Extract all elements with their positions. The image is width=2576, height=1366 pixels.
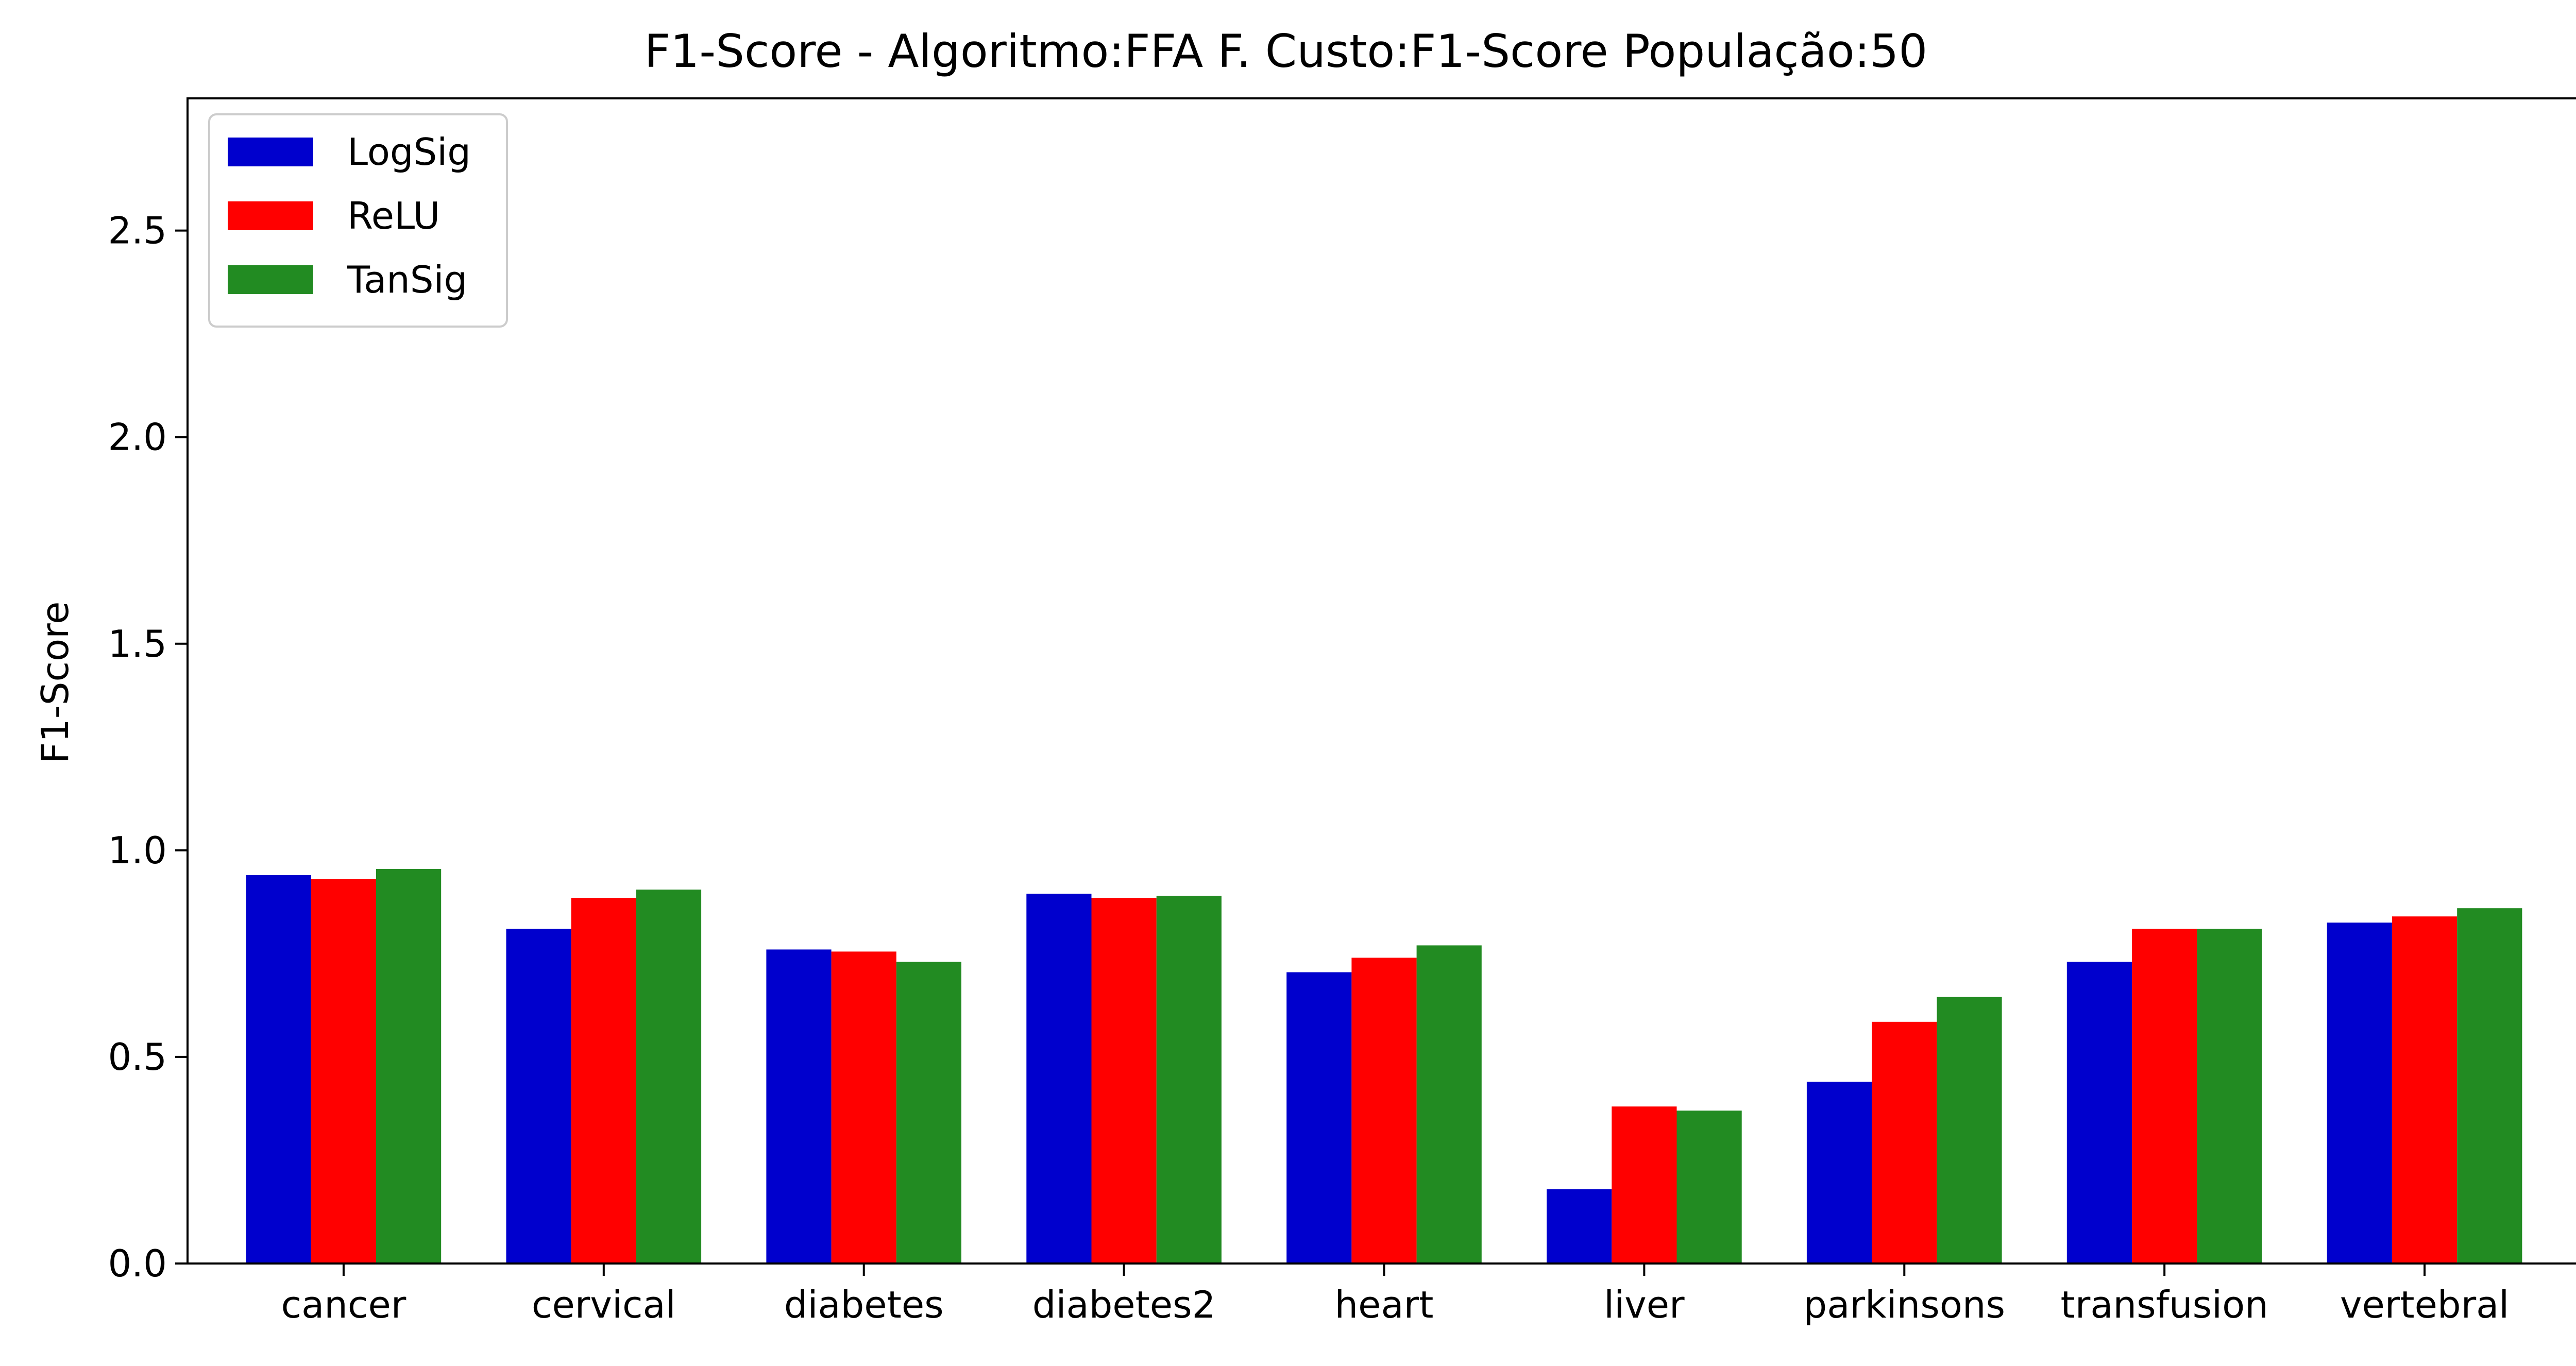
y-axis-ticks: 0.0 0.5 1.0 1.5 2.0 2.5 (108, 209, 188, 1285)
x-tick-label-vertebral: vertebral (2340, 1283, 2509, 1326)
bar-tansig-vertebral (2457, 908, 2522, 1263)
bar-logsig-heart (1286, 972, 1352, 1263)
bar-tansig-diabetes2 (1156, 896, 1222, 1263)
y-tick-label: 1.5 (108, 622, 167, 665)
legend-swatch-logsig (228, 138, 313, 166)
y-tick-label: 2.0 (108, 416, 167, 459)
bar-tansig-transfusion (2197, 929, 2262, 1263)
legend-swatch-relu (228, 201, 313, 230)
y-tick-label: 2.5 (108, 209, 167, 252)
bar-logsig-cervical (506, 929, 571, 1263)
bar-relu-heart (1351, 958, 1417, 1263)
y-tick-label: 0.0 (108, 1242, 167, 1285)
x-tick-label-diabetes2: diabetes2 (1032, 1283, 1216, 1326)
x-tick-label-parkinsons: parkinsons (1804, 1283, 2005, 1326)
legend-label-logsig: LogSig (347, 130, 471, 174)
bar-tansig-cancer (376, 869, 442, 1263)
bar-logsig-cancer (246, 875, 311, 1263)
x-tick-label-cervical: cervical (532, 1283, 676, 1326)
bar-tansig-liver (1676, 1111, 1742, 1263)
x-tick-label-diabetes: diabetes (784, 1283, 944, 1326)
chart-title: F1-Score - Algoritmo:FFA F. Custo:F1-Sco… (645, 25, 1927, 78)
x-tick-label-liver: liver (1604, 1283, 1685, 1326)
y-tick-label: 0.5 (108, 1035, 167, 1079)
bar-relu-transfusion (2132, 929, 2197, 1263)
bar-relu-vertebral (2392, 916, 2458, 1263)
x-tick-label-cancer: cancer (281, 1283, 406, 1326)
bar-logsig-transfusion (2066, 962, 2132, 1263)
legend-label-relu: ReLU (347, 194, 440, 237)
bar-logsig-diabetes (766, 949, 832, 1263)
x-tick-label-heart: heart (1335, 1283, 1434, 1326)
bar-tansig-cervical (636, 890, 702, 1263)
bar-relu-diabetes (831, 951, 896, 1263)
bar-logsig-vertebral (2327, 923, 2392, 1263)
bar-tansig-parkinsons (1937, 997, 2002, 1263)
x-tick-label-transfusion: transfusion (2061, 1283, 2268, 1326)
legend-label-tansig: TanSig (347, 258, 467, 301)
bar-relu-cancer (311, 879, 376, 1263)
x-axis-ticks: cancer cervical diabetes diabetes2 heart live… (281, 1263, 2509, 1326)
legend-swatch-tansig (228, 265, 313, 294)
bar-relu-liver (1612, 1106, 1677, 1263)
bars-layer (246, 869, 2522, 1263)
y-axis-label: F1-Score (33, 602, 77, 764)
bar-relu-cervical (571, 898, 636, 1263)
bar-logsig-liver (1547, 1189, 1612, 1263)
bar-relu-parkinsons (1872, 1021, 1937, 1263)
bar-tansig-diabetes (896, 962, 961, 1263)
bar-tansig-heart (1416, 945, 1482, 1263)
bar-relu-diabetes2 (1091, 898, 1157, 1263)
plot-area-frame (187, 97, 2576, 1265)
y-tick-label: 1.0 (108, 829, 167, 872)
bar-logsig-diabetes2 (1026, 894, 1092, 1263)
legend: LogSig ReLU TanSig (208, 113, 508, 328)
bar-logsig-parkinsons (1806, 1082, 1872, 1263)
